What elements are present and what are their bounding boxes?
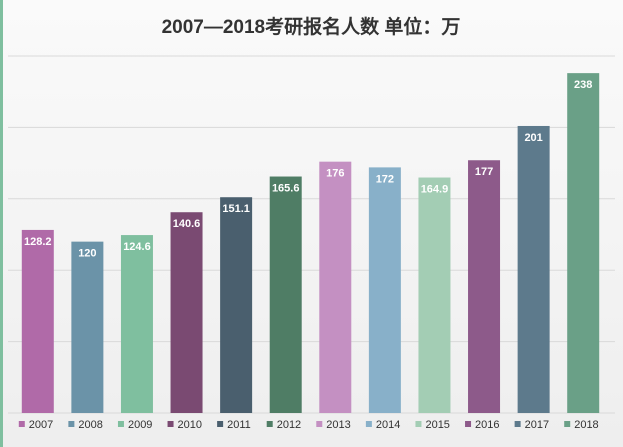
bar (319, 161, 352, 413)
value-label: 201 (524, 132, 542, 144)
legend-swatch (316, 421, 323, 427)
legend-swatch (266, 421, 273, 427)
legend-swatch (365, 421, 372, 427)
bar (21, 229, 54, 413)
legend-swatch (217, 421, 224, 427)
legend-label: 2018 (574, 419, 598, 431)
legend-swatch (68, 421, 75, 427)
legend-swatch (514, 421, 521, 427)
value-label: 172 (376, 173, 394, 185)
value-label: 124.6 (123, 241, 151, 253)
legend-label: 2017 (525, 419, 549, 431)
value-label: 165.6 (272, 182, 300, 194)
value-label: 128.2 (24, 236, 52, 248)
bar (170, 212, 203, 413)
legend-label: 2015 (425, 419, 449, 431)
bar (71, 241, 104, 413)
value-label: 238 (574, 79, 592, 91)
edge-strip (0, 0, 3, 447)
value-label: 177 (475, 166, 493, 178)
bar (220, 197, 253, 413)
bar (120, 235, 153, 413)
chart-title: 2007—2018考研报名人数 单位：万 (162, 15, 461, 38)
legend-label: 2011 (227, 419, 251, 431)
value-label: 120 (78, 248, 96, 260)
legend-swatch (415, 421, 422, 427)
bar (368, 167, 401, 413)
bar (418, 177, 451, 413)
legend-label: 2012 (277, 419, 301, 431)
legend-swatch (465, 421, 472, 427)
legend-label: 2010 (178, 419, 202, 431)
legend-label: 2013 (326, 419, 350, 431)
bar (468, 160, 501, 413)
legend-swatch (18, 421, 25, 427)
value-label: 176 (326, 168, 344, 180)
legend-label: 2007 (29, 419, 53, 431)
legend-swatch (167, 421, 174, 427)
legend-label: 2008 (78, 419, 102, 431)
value-label: 151.1 (222, 203, 250, 215)
bar (269, 176, 302, 413)
bar (567, 73, 600, 414)
legend-label: 2014 (376, 419, 400, 431)
legend-swatch (564, 421, 571, 427)
value-label: 164.9 (421, 183, 449, 195)
legend-swatch (117, 421, 124, 427)
legend-label: 2016 (475, 419, 499, 431)
legend-label: 2009 (128, 419, 152, 431)
value-label: 140.6 (173, 218, 201, 230)
bar (517, 125, 550, 414)
